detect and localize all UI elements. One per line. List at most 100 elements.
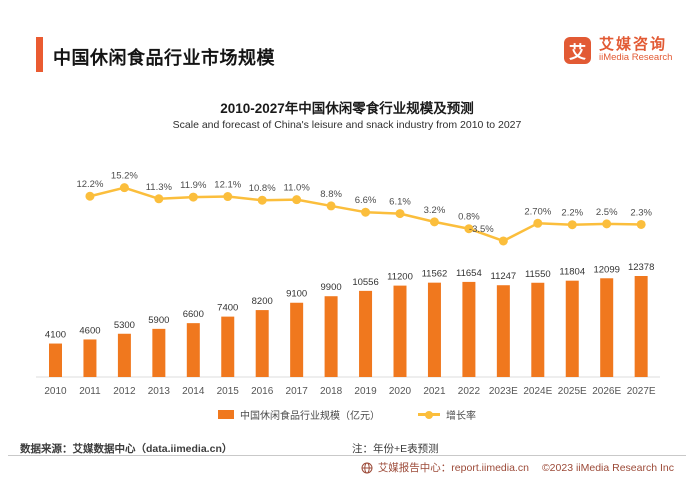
line-series-swatch <box>418 410 440 419</box>
x-tick-label-2015: 2015 <box>217 386 240 397</box>
x-tick-label-2024E: 2024E <box>523 386 552 397</box>
bar-value-label-2020: 11200 <box>387 272 413 283</box>
bar-2014 <box>186 323 200 377</box>
bar-value-label-2016: 8200 <box>252 296 273 307</box>
line-series-label: 增长率 <box>446 411 476 422</box>
bar-series-label: 中国休闲食品行业规模（亿元） <box>240 411 380 422</box>
bar-2023E <box>496 285 510 377</box>
growth-label-2026E: 2.5% <box>596 207 618 218</box>
growth-label-2025E: 2.2% <box>561 208 583 219</box>
growth-label-2015: 12.1% <box>214 180 241 191</box>
combo-chart: 4100 2010 4600 2011 5300 2012 5900 2013 6600 2014… <box>36 171 660 397</box>
growth-point-2011 <box>85 191 95 201</box>
bar-value-label-2017: 9100 <box>286 289 307 300</box>
legend-item-line: 增长率 <box>418 407 476 422</box>
data-source-note: 数据来源：艾媒数据中心（data.iimedia.cn） <box>20 443 233 455</box>
growth-point-2024E <box>533 218 543 228</box>
bar-2017 <box>290 302 304 377</box>
bar-value-label-2019: 10556 <box>352 277 378 288</box>
x-tick-label-2027E: 2027E <box>627 386 656 397</box>
bar-2019 <box>359 290 373 377</box>
brand-logo: 艾 艾媒咨询 iiMedia Research <box>564 36 672 64</box>
title-accent-bar <box>36 37 43 72</box>
brand-name-en: iiMedia Research <box>599 52 673 64</box>
growth-label-2023E: -3.5% <box>469 224 494 235</box>
growth-label-2021: 3.2% <box>424 205 446 216</box>
growth-point-2023E <box>498 236 508 246</box>
bar-series-swatch <box>218 410 234 419</box>
legend-item-bar: 中国休闲食品行业规模（亿元） <box>218 407 380 422</box>
chart-plot-area: 4100 2010 4600 2011 5300 2012 5900 2013 6600 2014… <box>0 150 694 405</box>
footer-copyright: ©2023 iiMedia Research Inc <box>541 461 674 474</box>
bar-2027E <box>634 276 648 377</box>
growth-point-2018 <box>326 201 336 211</box>
growth-label-2022: 0.8% <box>458 212 480 223</box>
bar-value-label-2010: 4100 <box>45 330 66 341</box>
growth-label-2019: 6.6% <box>355 195 377 206</box>
bar-value-label-2013: 5900 <box>148 315 169 326</box>
bar-value-label-2025E: 11804 <box>559 267 585 278</box>
growth-label-2017: 11.0% <box>284 183 311 194</box>
x-tick-label-2022: 2022 <box>458 386 481 397</box>
footer-report-center: 艾媒报告中心：report.iimedia.cn <box>377 462 529 474</box>
bar-value-label-2015: 7400 <box>217 303 238 314</box>
bar-2012 <box>117 333 131 377</box>
x-tick-label-2011: 2011 <box>79 386 101 397</box>
x-tick-label-2021: 2021 <box>423 386 446 397</box>
growth-point-2022 <box>464 224 474 234</box>
x-tick-label-2023E: 2023E <box>489 386 518 397</box>
growth-point-2012 <box>119 183 129 193</box>
x-tick-label-2020: 2020 <box>389 386 412 397</box>
bar-2021 <box>427 282 441 377</box>
x-tick-label-2014: 2014 <box>182 386 205 397</box>
bar-2016 <box>255 310 269 377</box>
bar-2020 <box>393 285 407 377</box>
bar-value-label-2027E: 12378 <box>628 262 654 273</box>
growth-point-2013 <box>154 194 164 204</box>
bar-value-label-2026E: 12099 <box>593 264 619 275</box>
growth-label-2027E: 2.3% <box>630 207 652 218</box>
growth-point-2019 <box>361 207 371 217</box>
footer: 艾媒报告中心：report.iimedia.cn ©2023 iiMedia R… <box>361 460 674 475</box>
growth-label-2018: 8.8% <box>320 189 342 200</box>
bar-value-label-2024E: 11550 <box>525 269 551 280</box>
chart-title: 2010-2027年中国休闲零食行业规模及预测 <box>220 101 474 116</box>
growth-point-2020 <box>395 209 405 219</box>
globe-icon <box>361 462 373 474</box>
bar-value-label-2023E: 11247 <box>490 271 516 282</box>
bar-2010 <box>49 343 62 377</box>
bar-2026E <box>600 278 614 377</box>
x-tick-label-2016: 2016 <box>251 386 274 397</box>
growth-point-2017 <box>292 195 302 205</box>
growth-point-2021 <box>429 217 439 227</box>
growth-label-2013: 11.3% <box>146 182 173 193</box>
x-tick-label-2026E: 2026E <box>592 386 621 397</box>
bar-value-label-2011: 4600 <box>79 325 100 336</box>
page-title: 中国休闲食品行业市场规模 <box>53 48 275 68</box>
prediction-note: 注：年份+E表预测 <box>352 443 439 455</box>
growth-point-2015 <box>223 192 233 202</box>
growth-label-2024E: 2.70% <box>524 206 551 217</box>
bar-value-label-2021: 11562 <box>422 269 448 280</box>
bar-value-label-2014: 6600 <box>183 309 204 320</box>
x-tick-label-2018: 2018 <box>320 386 343 397</box>
bar-2011 <box>83 339 97 377</box>
brand-name-cn: 艾媒咨询 <box>599 36 668 53</box>
bar-2015 <box>221 316 235 377</box>
bar-2022 <box>462 281 476 377</box>
footer-divider <box>8 455 686 456</box>
bar-value-label-2012: 5300 <box>114 320 135 331</box>
growth-point-2025E <box>567 220 577 230</box>
x-tick-label-2019: 2019 <box>354 386 377 397</box>
bar-2018 <box>324 296 338 377</box>
bar-value-label-2018: 9900 <box>321 282 342 293</box>
x-tick-label-2025E: 2025E <box>558 386 587 397</box>
chart-subtitle: Scale and forecast of China's leisure an… <box>172 119 522 131</box>
bar-2024E <box>531 282 545 377</box>
growth-label-2012: 15.2% <box>111 171 138 182</box>
bar-2025E <box>565 280 579 377</box>
growth-point-2014 <box>188 192 198 202</box>
x-tick-label-2017: 2017 <box>286 386 309 397</box>
x-tick-label-2010: 2010 <box>44 386 67 397</box>
